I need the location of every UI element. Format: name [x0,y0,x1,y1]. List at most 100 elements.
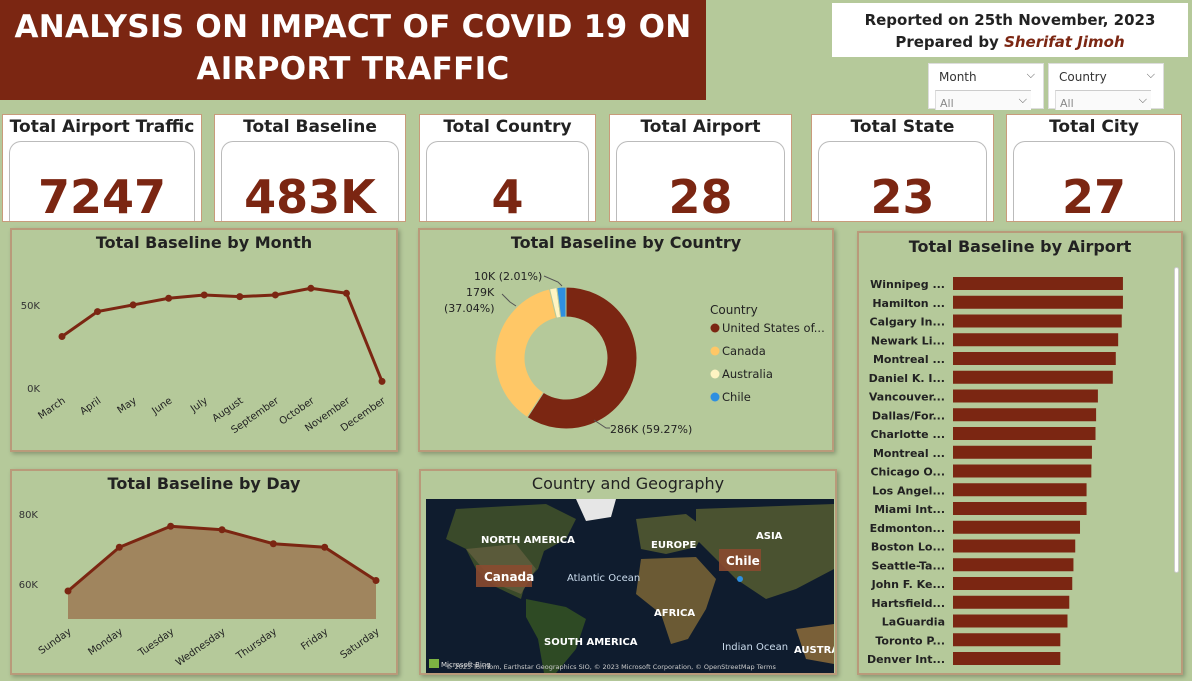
map-canvas[interactable]: NORTH AMERICA EUROPE ASIA AFRICA SOUTH A… [426,499,834,673]
title-line-2: AIRPORT TRAFFIC [196,51,510,87]
card-title: Total Country [443,117,572,137]
chevron-down-icon[interactable]: ⌵ [1026,68,1035,81]
south-america-shape [526,599,586,673]
chile-marker: Chile [726,554,760,568]
bar [953,370,1113,384]
leader-line [593,419,610,429]
bar [953,539,1076,553]
data-point [58,332,66,340]
data-point [94,308,102,316]
card-total-state: Total State 23 [811,114,994,222]
month-slicer-label: Month [939,70,977,84]
data-point [372,577,380,584]
leader-line [501,293,517,307]
bar-label: Edmonton... [870,522,945,535]
data-point [200,291,208,299]
bar [953,445,1092,459]
chevron-down-icon[interactable]: ⌵ [1018,93,1027,106]
bar-label: Seattle-Ta... [871,559,945,572]
card-total-country: Total Country 4 [419,114,596,222]
donut-slice [556,286,567,318]
bar [953,577,1073,590]
bar-label: Boston Lo... [871,541,945,554]
airport-bar-chart: Winnipeg ... Hamilton ... Calgary In... New… [867,277,1123,666]
chevron-down-icon[interactable]: ⌵ [1146,68,1155,81]
data-label: 286K (59.27%) [610,423,692,436]
bar-label: Daniel K. I... [869,372,945,385]
x-tick-label: Friday [299,626,330,652]
location-dot [737,576,743,582]
title-line-1: ANALYSIS ON IMPACT OF COVID 19 ON [14,9,692,45]
legend-swatch [710,346,720,356]
card-value: 7247 [37,170,167,221]
data-point [236,293,244,301]
x-tick-label: Tuesday [136,626,177,659]
month-dropdown[interactable]: All ⌵ [935,90,1031,110]
scrollbar[interactable] [1174,267,1179,573]
data-point [269,540,277,548]
bar [953,352,1116,365]
bar-label: Hamilton ... [872,297,945,310]
country-slicer-label: Country [1059,70,1107,84]
bar [953,595,1070,609]
card-value: 483K [244,170,376,221]
data-point [167,522,175,530]
asia-shape [696,504,834,599]
baseline-by-country-panel: Total Baseline by Country 286K (59.27%) 1… [418,228,834,452]
bar-label: LaGuardia [882,616,945,629]
chart-title: Total Baseline by Month [95,233,313,252]
bar-label: John F. Ke... [871,578,945,591]
donut-slice [526,286,638,430]
country-donut-chart: 286K (59.27%) 179K (37.04%) 10K (2.01%) Coun… [444,270,825,436]
x-tick-label: Saturday [338,626,381,661]
country-slicer[interactable]: Country ⌵ All ⌵ [1048,63,1164,110]
bar [953,502,1087,515]
bar-label: Denver Int... [867,653,945,666]
data-point [271,291,279,299]
bing-logo: Microsoft Bing [441,661,491,669]
card-value: 27 [1061,170,1126,221]
card-title: Total City [1049,117,1139,137]
x-tick-label: Monday [86,626,125,658]
map-title: Country and Geography [531,474,725,493]
chart-title: Total Baseline by Day [107,474,301,493]
card-total-baseline: Total Baseline 483K [214,114,406,222]
europe-shape [636,514,706,554]
data-point [342,289,350,297]
report-info: Reported on 25th November, 2023 Prepared… [832,3,1188,57]
bar [953,483,1087,497]
x-tick-label: July [188,395,210,415]
card-value: 4 [491,170,524,221]
data-point [307,284,315,292]
card-total-airport: Total Airport 28 [609,114,792,222]
country-dropdown[interactable]: All ⌵ [1055,90,1151,110]
chile-marker-bg[interactable] [719,549,761,571]
bar [953,464,1092,478]
chevron-down-icon[interactable]: ⌵ [1138,93,1147,106]
canada-marker-bg[interactable] [476,565,532,587]
prepared-by: Prepared by Sherifat Jimoh [895,33,1125,51]
card-title: Total State [850,117,955,137]
dashboard-title: ANALYSIS ON IMPACT OF COVID 19 ON AIRPOR… [0,0,706,100]
bar-label: Newark Li... [871,334,945,347]
bar [953,314,1122,328]
donut-slice [494,288,558,419]
map-label-north-america: NORTH AMERICA [481,535,575,546]
data-point [64,587,72,595]
month-slicer[interactable]: Month ⌵ All ⌵ [928,63,1044,110]
bar [953,389,1098,403]
x-tick-label: June [149,395,174,417]
data-point [115,543,123,551]
baseline-by-day-panel: Total Baseline by Day 80K 60K Sunday Monday… [10,469,398,675]
bar-label: Toronto P... [875,634,945,647]
bar [953,520,1081,534]
legend-title: Country [710,303,758,317]
legend-item: Canada [722,344,766,358]
card-value: 28 [668,170,733,221]
legend-item: Australia [722,367,773,381]
y-tick-label: 0K [27,384,40,395]
baseline-by-airport-panel: Total Baseline by Airport Winnipeg ... Ha… [857,231,1183,675]
legend-swatch [710,369,720,379]
y-tick-label: 60K [19,580,39,591]
chart-title: Total Baseline by Country [510,233,742,252]
